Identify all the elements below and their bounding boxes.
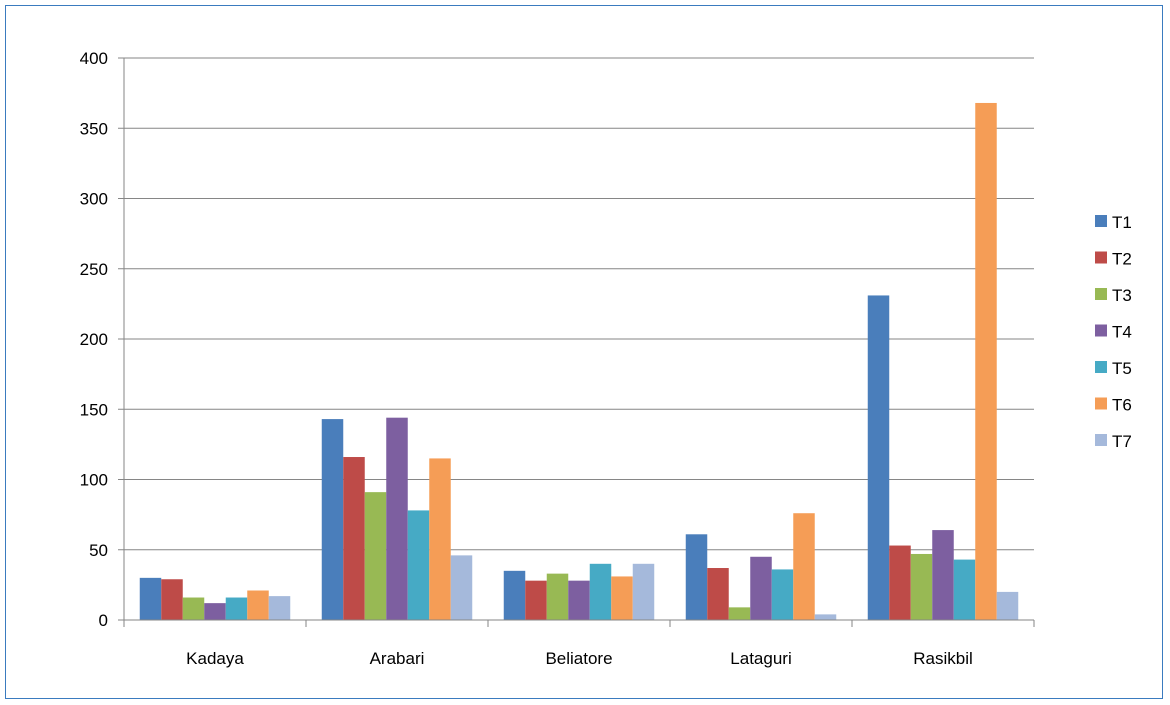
bar-t1-beliatore (503, 570, 526, 620)
bar-t7-arabari (450, 555, 473, 620)
legend-label-t6: T6 (1112, 396, 1132, 415)
bar-t7-beliatore (632, 563, 655, 620)
y-tick-label: 0 (99, 611, 108, 630)
bar-t7-lataguri (814, 614, 837, 620)
bar-t3-arabari (364, 492, 387, 620)
bar-t1-rasikbil (867, 295, 890, 620)
bar-t4-kadaya (204, 603, 226, 620)
y-tick-label: 50 (89, 541, 108, 560)
legend-swatch-t4 (1095, 324, 1107, 337)
bar-t1-lataguri (685, 534, 708, 620)
x-category-label: Arabari (370, 649, 425, 668)
bar-chart: 0 50 100 150 200 250 300 350 400 Kadaya Arabari Bel… (80, 49, 1132, 668)
bar-t5-kadaya (225, 597, 248, 620)
legend: T1 T2 T3 T4 T5 T6 T7 (1095, 213, 1132, 451)
legend-swatch-t3 (1095, 288, 1107, 300)
bar-t2-rasikbil (889, 545, 911, 620)
bar-t2-beliatore (525, 580, 547, 620)
bar-t5-rasikbil (953, 559, 976, 620)
legend-label-t1: T1 (1112, 213, 1132, 232)
bar-t4-lataguri (750, 556, 772, 620)
bar-t3-kadaya (182, 597, 205, 620)
legend-label-t5: T5 (1112, 359, 1132, 378)
bar-t6-lataguri (793, 513, 815, 620)
bar-t2-lataguri (707, 568, 729, 620)
bar-t2-kadaya (161, 579, 183, 620)
axes: 0 50 100 150 200 250 300 350 400 Kadaya Arabari Bel… (80, 49, 1035, 668)
bar-t1-arabari (321, 419, 344, 620)
x-category-label: Kadaya (186, 649, 244, 668)
bar-t6-rasikbil (975, 102, 997, 620)
x-category-label: Rasikbil (913, 649, 973, 668)
y-tick-label: 100 (80, 471, 108, 490)
bar-t6-kadaya (247, 590, 269, 620)
bar-t6-beliatore (611, 576, 633, 620)
bar-t5-lataguri (771, 569, 794, 620)
bar-t7-rasikbil (996, 591, 1019, 620)
bar-t3-beliatore (546, 573, 569, 620)
legend-swatch-t1 (1095, 215, 1107, 227)
x-category-label: Lataguri (730, 649, 791, 668)
legend-label-t3: T3 (1112, 286, 1132, 305)
x-category-label: Beliatore (545, 649, 612, 668)
bar-t2-arabari (343, 457, 365, 620)
bar-t5-beliatore (589, 563, 612, 620)
legend-label-t7: T7 (1112, 432, 1132, 451)
bar-t3-lataguri (728, 607, 751, 620)
bar-t4-rasikbil (932, 530, 954, 620)
y-tick-label: 400 (80, 49, 108, 68)
legend-swatch-t6 (1095, 397, 1107, 410)
gridlines (124, 57, 1034, 551)
bar-t4-arabari (386, 417, 408, 620)
y-tick-label: 200 (80, 330, 108, 349)
bar-t4-beliatore (568, 580, 590, 620)
y-tick-label: 250 (80, 260, 108, 279)
bar-t3-rasikbil (910, 553, 933, 620)
bars (139, 102, 1019, 620)
bar-t7-kadaya (268, 596, 291, 620)
legend-swatch-t5 (1095, 361, 1107, 373)
legend-swatch-t2 (1095, 251, 1107, 264)
legend-label-t4: T4 (1112, 323, 1132, 342)
bar-t1-kadaya (139, 577, 162, 620)
y-tick-label: 150 (80, 400, 108, 419)
bar-t5-arabari (407, 510, 430, 620)
legend-label-t2: T2 (1112, 250, 1132, 269)
chart-frame: 0 50 100 150 200 250 300 350 400 Kadaya Arabari Bel… (5, 5, 1163, 699)
legend-swatch-t7 (1095, 434, 1107, 446)
y-tick-label: 300 (80, 190, 108, 209)
bar-t6-arabari (429, 458, 451, 620)
y-tick-label: 350 (80, 119, 108, 138)
